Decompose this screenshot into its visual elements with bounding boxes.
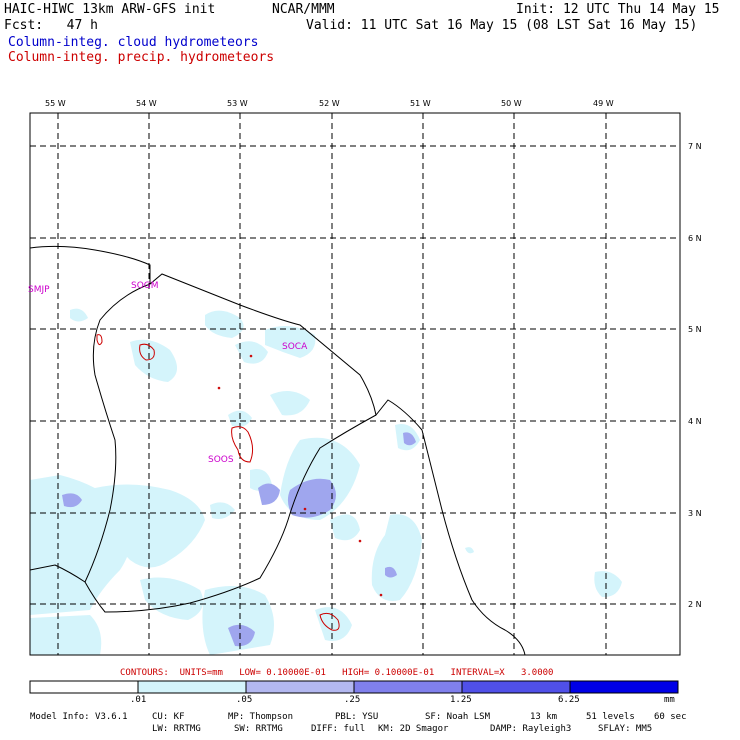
init-time: Init: 12 UTC Thu 14 May 15	[516, 2, 720, 17]
resolution: 13 km	[530, 712, 558, 722]
diff-scheme: DIFF: full	[311, 724, 366, 734]
lat-label: 5 N	[688, 325, 702, 334]
lon-label: 50 W	[501, 99, 522, 108]
lat-label: 3 N	[688, 509, 702, 518]
colorbar-label: 1.25	[450, 695, 472, 705]
sf-scheme: SF: Noah LSM	[425, 712, 491, 722]
model-info: Model Info: V3.6.1	[30, 712, 128, 722]
lat-label: 4 N	[688, 417, 702, 426]
lon-label: 53 W	[227, 99, 248, 108]
field-cloud-label: Column-integ. cloud hydrometeors	[8, 35, 259, 50]
station-label: SOGM	[131, 281, 159, 291]
colorbar-label: 6.25	[558, 695, 580, 705]
forecast-hour: Fcst: 47 h	[4, 18, 98, 33]
valid-time: Valid: 11 UTC Sat 16 May 15 (08 LST Sat …	[306, 18, 698, 33]
map-frame	[29, 112, 681, 656]
field-precip-label: Column-integ. precip. hydrometeors	[8, 50, 275, 65]
lon-label: 55 W	[45, 99, 66, 108]
contour-info: CONTOURS: UNITS=mm LOW= 0.10000E-01 HIGH…	[120, 668, 554, 678]
pbl-scheme: PBL: YSU	[335, 712, 379, 722]
timestep: 60 sec	[654, 712, 687, 722]
colorbar-label: .05	[236, 695, 253, 705]
mp-scheme: MP: Thompson	[228, 712, 294, 722]
cloud-field-medium	[62, 432, 416, 647]
station-label: SMJP	[28, 285, 50, 295]
colorbar-label: .25	[344, 695, 361, 705]
cu-scheme: CU: KF	[152, 712, 185, 722]
lat-label: 6 N	[688, 234, 702, 243]
lon-label: 49 W	[593, 99, 614, 108]
precip-contours	[96, 334, 383, 631]
colorbar	[29, 680, 679, 694]
lat-lon-grid	[30, 113, 680, 655]
sflay-scheme: SFLAY: MM5	[598, 724, 653, 734]
levels: 51 levels	[586, 712, 635, 722]
colorbar-label: .01	[130, 695, 147, 705]
org-label: NCAR/MMM	[272, 2, 335, 17]
station-labels: SMJP SOGM SOCA SOOS	[28, 281, 308, 465]
model-title: HAIC-HIWC 13km ARW-GFS init	[4, 2, 216, 17]
lw-scheme: LW: RRTMG	[152, 724, 201, 734]
coastline-borders	[29, 245, 526, 656]
lon-label: 51 W	[410, 99, 431, 108]
station-label: SOOS	[208, 455, 234, 465]
lon-label: 54 W	[136, 99, 157, 108]
station-label: SOCA	[282, 342, 308, 352]
damp-scheme: DAMP: Rayleigh3	[490, 724, 572, 734]
km-scheme: KM: 2D Smagor	[378, 724, 449, 734]
lon-labels: 55 W 54 W 53 W 52 W 51 W 50 W 49 W	[45, 99, 614, 108]
lat-label: 2 N	[688, 600, 702, 609]
lat-label: 7 N	[688, 142, 702, 151]
lon-label: 52 W	[319, 99, 340, 108]
colorbar-unit: mm	[664, 695, 675, 705]
cloud-field-light	[30, 308, 622, 655]
lat-labels: 7 N 6 N 5 N 4 N 3 N 2 N	[688, 142, 702, 609]
sw-scheme: SW: RRTMG	[234, 724, 283, 734]
